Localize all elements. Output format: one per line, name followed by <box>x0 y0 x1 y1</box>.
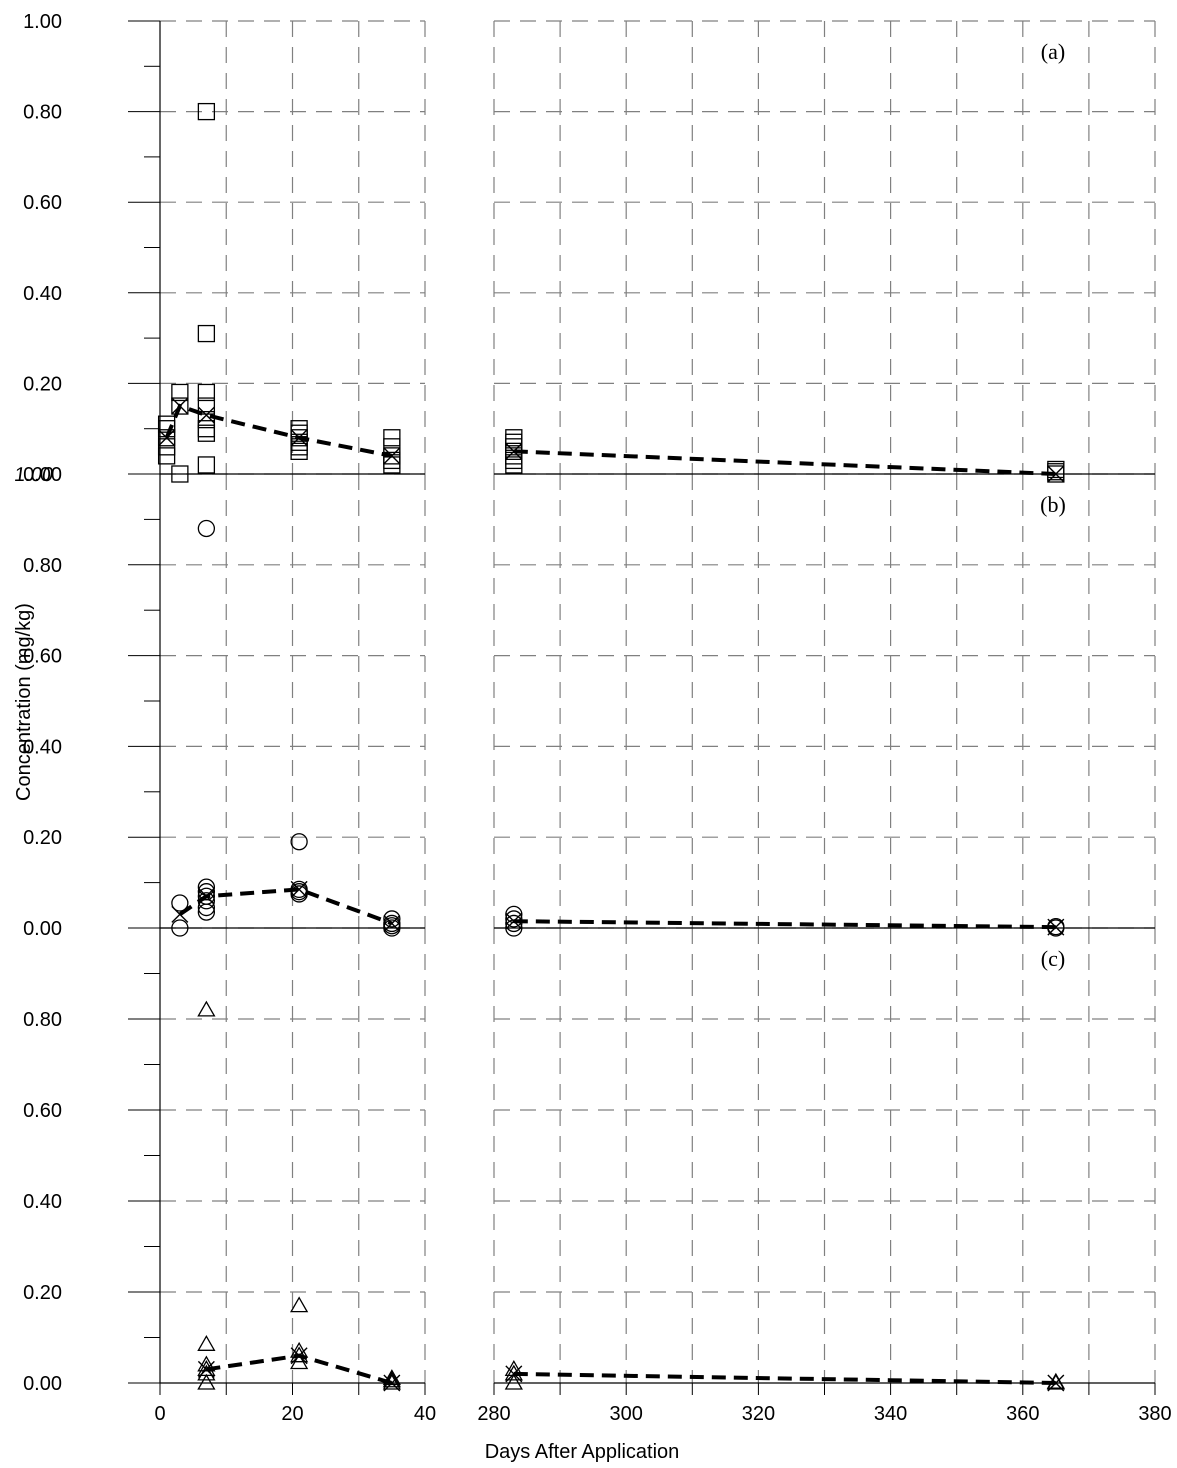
triangle-marker <box>290 1296 309 1313</box>
circle-marker <box>197 903 216 921</box>
square-marker <box>157 447 176 465</box>
mean-line <box>206 1353 393 1385</box>
y-tick-label: 0.60 <box>23 192 62 214</box>
y-tick-label: 0.20 <box>23 1282 62 1304</box>
y-tick-label: 1.00 <box>23 11 62 33</box>
mean-marker <box>1047 918 1065 936</box>
square-marker <box>197 324 216 343</box>
y-tick-label: 0.80 <box>23 1009 62 1031</box>
y-tick-label: 0.60 <box>23 646 62 668</box>
square-marker <box>197 420 216 438</box>
mean-marker <box>505 1365 523 1383</box>
circle-marker <box>383 919 401 937</box>
y-tick-label: 0.80 <box>23 102 62 124</box>
square-marker <box>197 383 216 402</box>
square-marker <box>290 442 308 461</box>
circle-marker <box>171 919 189 937</box>
circle-marker <box>505 914 523 933</box>
y-tick-label: 0.80 <box>23 555 62 577</box>
mean-marker <box>197 887 215 905</box>
x-tick-label: 320 <box>742 1403 775 1425</box>
axes-layer <box>128 20 1156 1395</box>
x-tick-label: 380 <box>1138 1403 1171 1425</box>
x-axis-title: Days After Application <box>485 1441 680 1463</box>
x-tick-label: 360 <box>1006 1403 1039 1425</box>
y-tick-label: 0.40 <box>23 736 62 758</box>
mean-marker <box>505 442 523 460</box>
mean-marker <box>505 912 523 930</box>
triangle-marker <box>197 1000 216 1017</box>
mean-marker <box>171 397 189 415</box>
square-marker <box>171 397 189 415</box>
mean-marker <box>383 914 401 932</box>
triangle-marker <box>504 1373 523 1390</box>
y-tick-label: 0.00 <box>23 918 62 940</box>
mean-marker <box>171 905 189 923</box>
y-tick-label: 0.20 <box>23 827 62 849</box>
square-marker <box>197 410 216 429</box>
x-tick-label: 0 <box>154 1403 165 1425</box>
y-tick-label: 0.60 <box>23 1100 62 1122</box>
circle-marker <box>197 519 216 538</box>
mean-marker <box>1047 1374 1065 1392</box>
square-marker <box>171 383 189 402</box>
x-tick-label: 20 <box>281 1403 303 1425</box>
x-tick-label: 40 <box>414 1403 436 1425</box>
square-marker <box>157 438 176 456</box>
mean-line <box>178 887 393 926</box>
panel-label: (b) <box>1040 492 1066 517</box>
triangle-marker <box>197 1373 216 1390</box>
y-tick-label: 0.40 <box>23 283 62 305</box>
mean-marker <box>290 880 308 898</box>
y-tick-label: 0.00 <box>23 1373 62 1395</box>
mean-line <box>513 449 1056 476</box>
circle-marker <box>505 919 523 937</box>
triangle-marker <box>382 1369 401 1386</box>
y-axis-title: Concentration (mg/kg) <box>13 603 35 801</box>
square-marker <box>383 456 401 474</box>
square-marker <box>505 456 523 474</box>
x-tick-label: 280 <box>477 1403 510 1425</box>
x-tick-label: 340 <box>874 1403 907 1425</box>
panel-label: (c) <box>1041 946 1065 971</box>
mean-marker <box>290 429 308 447</box>
data-layer <box>157 102 1065 1392</box>
grid-layer <box>160 20 1156 1383</box>
x-tick-label: 300 <box>610 1403 643 1425</box>
square-marker <box>383 429 401 447</box>
y-tick-label: 0.00 <box>23 464 62 486</box>
square-marker <box>197 102 216 121</box>
circle-marker <box>171 894 189 912</box>
square-marker <box>197 397 216 415</box>
mean-marker <box>383 447 401 465</box>
panel-label: (a) <box>1041 39 1065 64</box>
y-tick-label: 1.00 <box>13 464 55 486</box>
triangle-marker <box>197 1335 216 1351</box>
mean-marker <box>383 1374 401 1392</box>
text-layer: Concentration (mg/kg) Days After Applica… <box>13 11 1172 1463</box>
mean-line <box>164 403 393 458</box>
circle-marker <box>197 898 216 917</box>
mean-marker <box>158 429 176 447</box>
circle-marker <box>505 910 523 928</box>
square-marker <box>157 429 176 447</box>
circle-marker <box>290 833 308 851</box>
circle-marker <box>383 910 401 928</box>
mean-marker <box>1047 465 1065 483</box>
y-tick-label: 0.40 <box>23 1191 62 1213</box>
mean-marker <box>290 1347 308 1365</box>
mean-line <box>513 919 1056 930</box>
square-marker <box>171 465 189 483</box>
mean-marker <box>197 1360 215 1378</box>
triangle-marker <box>197 1355 216 1372</box>
triangle-marker <box>290 1353 309 1370</box>
square-marker <box>197 424 216 442</box>
y-tick-label: 0.20 <box>23 373 62 395</box>
mean-line <box>513 1371 1056 1385</box>
square-marker <box>197 456 216 474</box>
mean-marker <box>197 406 215 424</box>
